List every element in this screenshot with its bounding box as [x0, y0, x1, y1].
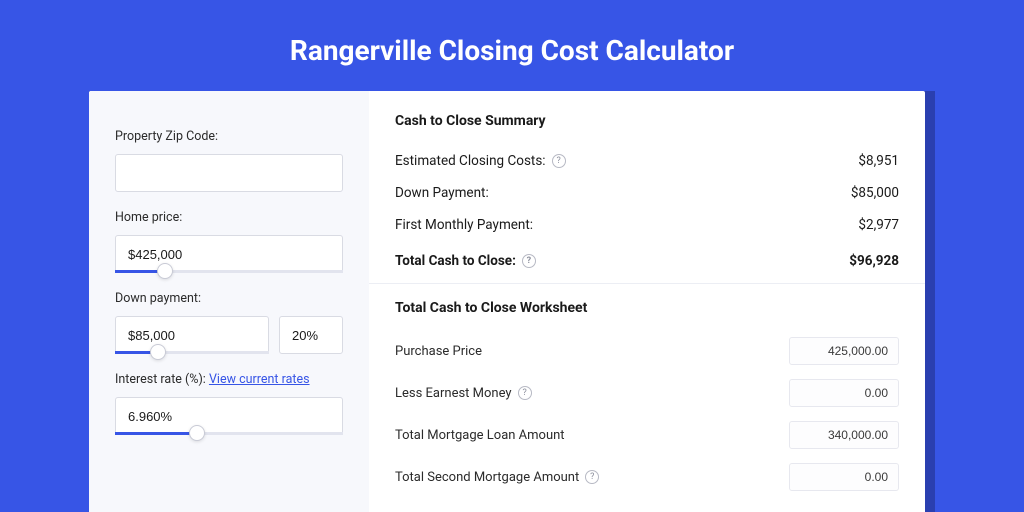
calculator-card: Property Zip Code: Home price: Down paym… [89, 91, 925, 512]
worksheet-label: Purchase Price [395, 344, 482, 359]
down-payment-label: Down payment: [115, 291, 343, 306]
divider [369, 283, 925, 284]
down-payment-slider[interactable] [115, 351, 269, 354]
worksheet-row-loan-amount: Total Mortgage Loan Amount [395, 414, 899, 456]
interest-rate-slider-fill [115, 432, 197, 435]
home-price-field: Home price: [115, 210, 343, 273]
home-price-label: Home price: [115, 210, 343, 225]
summary-row-down-payment: Down Payment: $85,000 [395, 177, 899, 209]
home-price-input[interactable] [115, 235, 343, 273]
worksheet-row-purchase-price: Purchase Price [395, 330, 899, 372]
summary-total-label: Total Cash to Close: [395, 253, 516, 269]
help-icon[interactable]: ? [522, 254, 536, 268]
summary-row-first-payment: First Monthly Payment: $2,977 [395, 209, 899, 241]
home-price-slider-thumb[interactable] [157, 263, 173, 279]
worksheet-row-second-mortgage: Total Second Mortgage Amount ? [395, 456, 899, 498]
interest-rate-label: Interest rate (%): View current rates [115, 372, 343, 387]
page-title: Rangerville Closing Cost Calculator [0, 0, 1024, 91]
worksheet-row-earnest-money: Less Earnest Money ? [395, 372, 899, 414]
worksheet: Total Cash to Close Worksheet Purchase P… [395, 300, 899, 498]
summary-value: $8,951 [858, 153, 899, 169]
worksheet-value-input[interactable] [789, 463, 899, 491]
worksheet-value-input[interactable] [789, 337, 899, 365]
worksheet-label: Total Mortgage Loan Amount [395, 428, 565, 443]
zip-field: Property Zip Code: [115, 129, 343, 192]
help-icon[interactable]: ? [585, 470, 599, 484]
worksheet-value-input[interactable] [789, 421, 899, 449]
summary-row-closing-costs: Estimated Closing Costs: ? $8,951 [395, 145, 899, 177]
summary-label: Estimated Closing Costs: [395, 153, 546, 169]
worksheet-title: Total Cash to Close Worksheet [395, 300, 899, 316]
summary-label: Down Payment: [395, 185, 489, 201]
view-rates-link[interactable]: View current rates [209, 372, 310, 387]
interest-rate-field: Interest rate (%): View current rates [115, 372, 343, 435]
summary-value: $85,000 [851, 185, 899, 201]
down-payment-field: Down payment: [115, 291, 343, 354]
worksheet-label: Total Second Mortgage Amount [395, 470, 579, 485]
down-payment-slider-thumb[interactable] [150, 344, 166, 360]
card-shadow: Property Zip Code: Home price: Down paym… [89, 91, 935, 512]
interest-rate-label-text: Interest rate (%): [115, 372, 206, 387]
home-price-slider[interactable] [115, 270, 343, 273]
down-payment-input[interactable] [115, 316, 269, 354]
inputs-panel: Property Zip Code: Home price: Down paym… [89, 91, 369, 512]
worksheet-label: Less Earnest Money [395, 386, 512, 401]
results-panel: Cash to Close Summary Estimated Closing … [369, 91, 925, 512]
summary-label: First Monthly Payment: [395, 217, 533, 233]
zip-input[interactable] [115, 154, 343, 192]
summary-total-value: $96,928 [849, 253, 899, 269]
help-icon[interactable]: ? [518, 386, 532, 400]
zip-label: Property Zip Code: [115, 129, 343, 144]
summary-value: $2,977 [858, 217, 899, 233]
summary-row-total: Total Cash to Close: ? $96,928 [395, 245, 899, 277]
interest-rate-slider-thumb[interactable] [189, 425, 205, 441]
down-payment-pct-input[interactable] [279, 316, 343, 354]
interest-rate-slider[interactable] [115, 432, 343, 435]
summary-title: Cash to Close Summary [395, 113, 899, 129]
help-icon[interactable]: ? [552, 154, 566, 168]
worksheet-value-input[interactable] [789, 379, 899, 407]
interest-rate-input[interactable] [115, 397, 343, 435]
